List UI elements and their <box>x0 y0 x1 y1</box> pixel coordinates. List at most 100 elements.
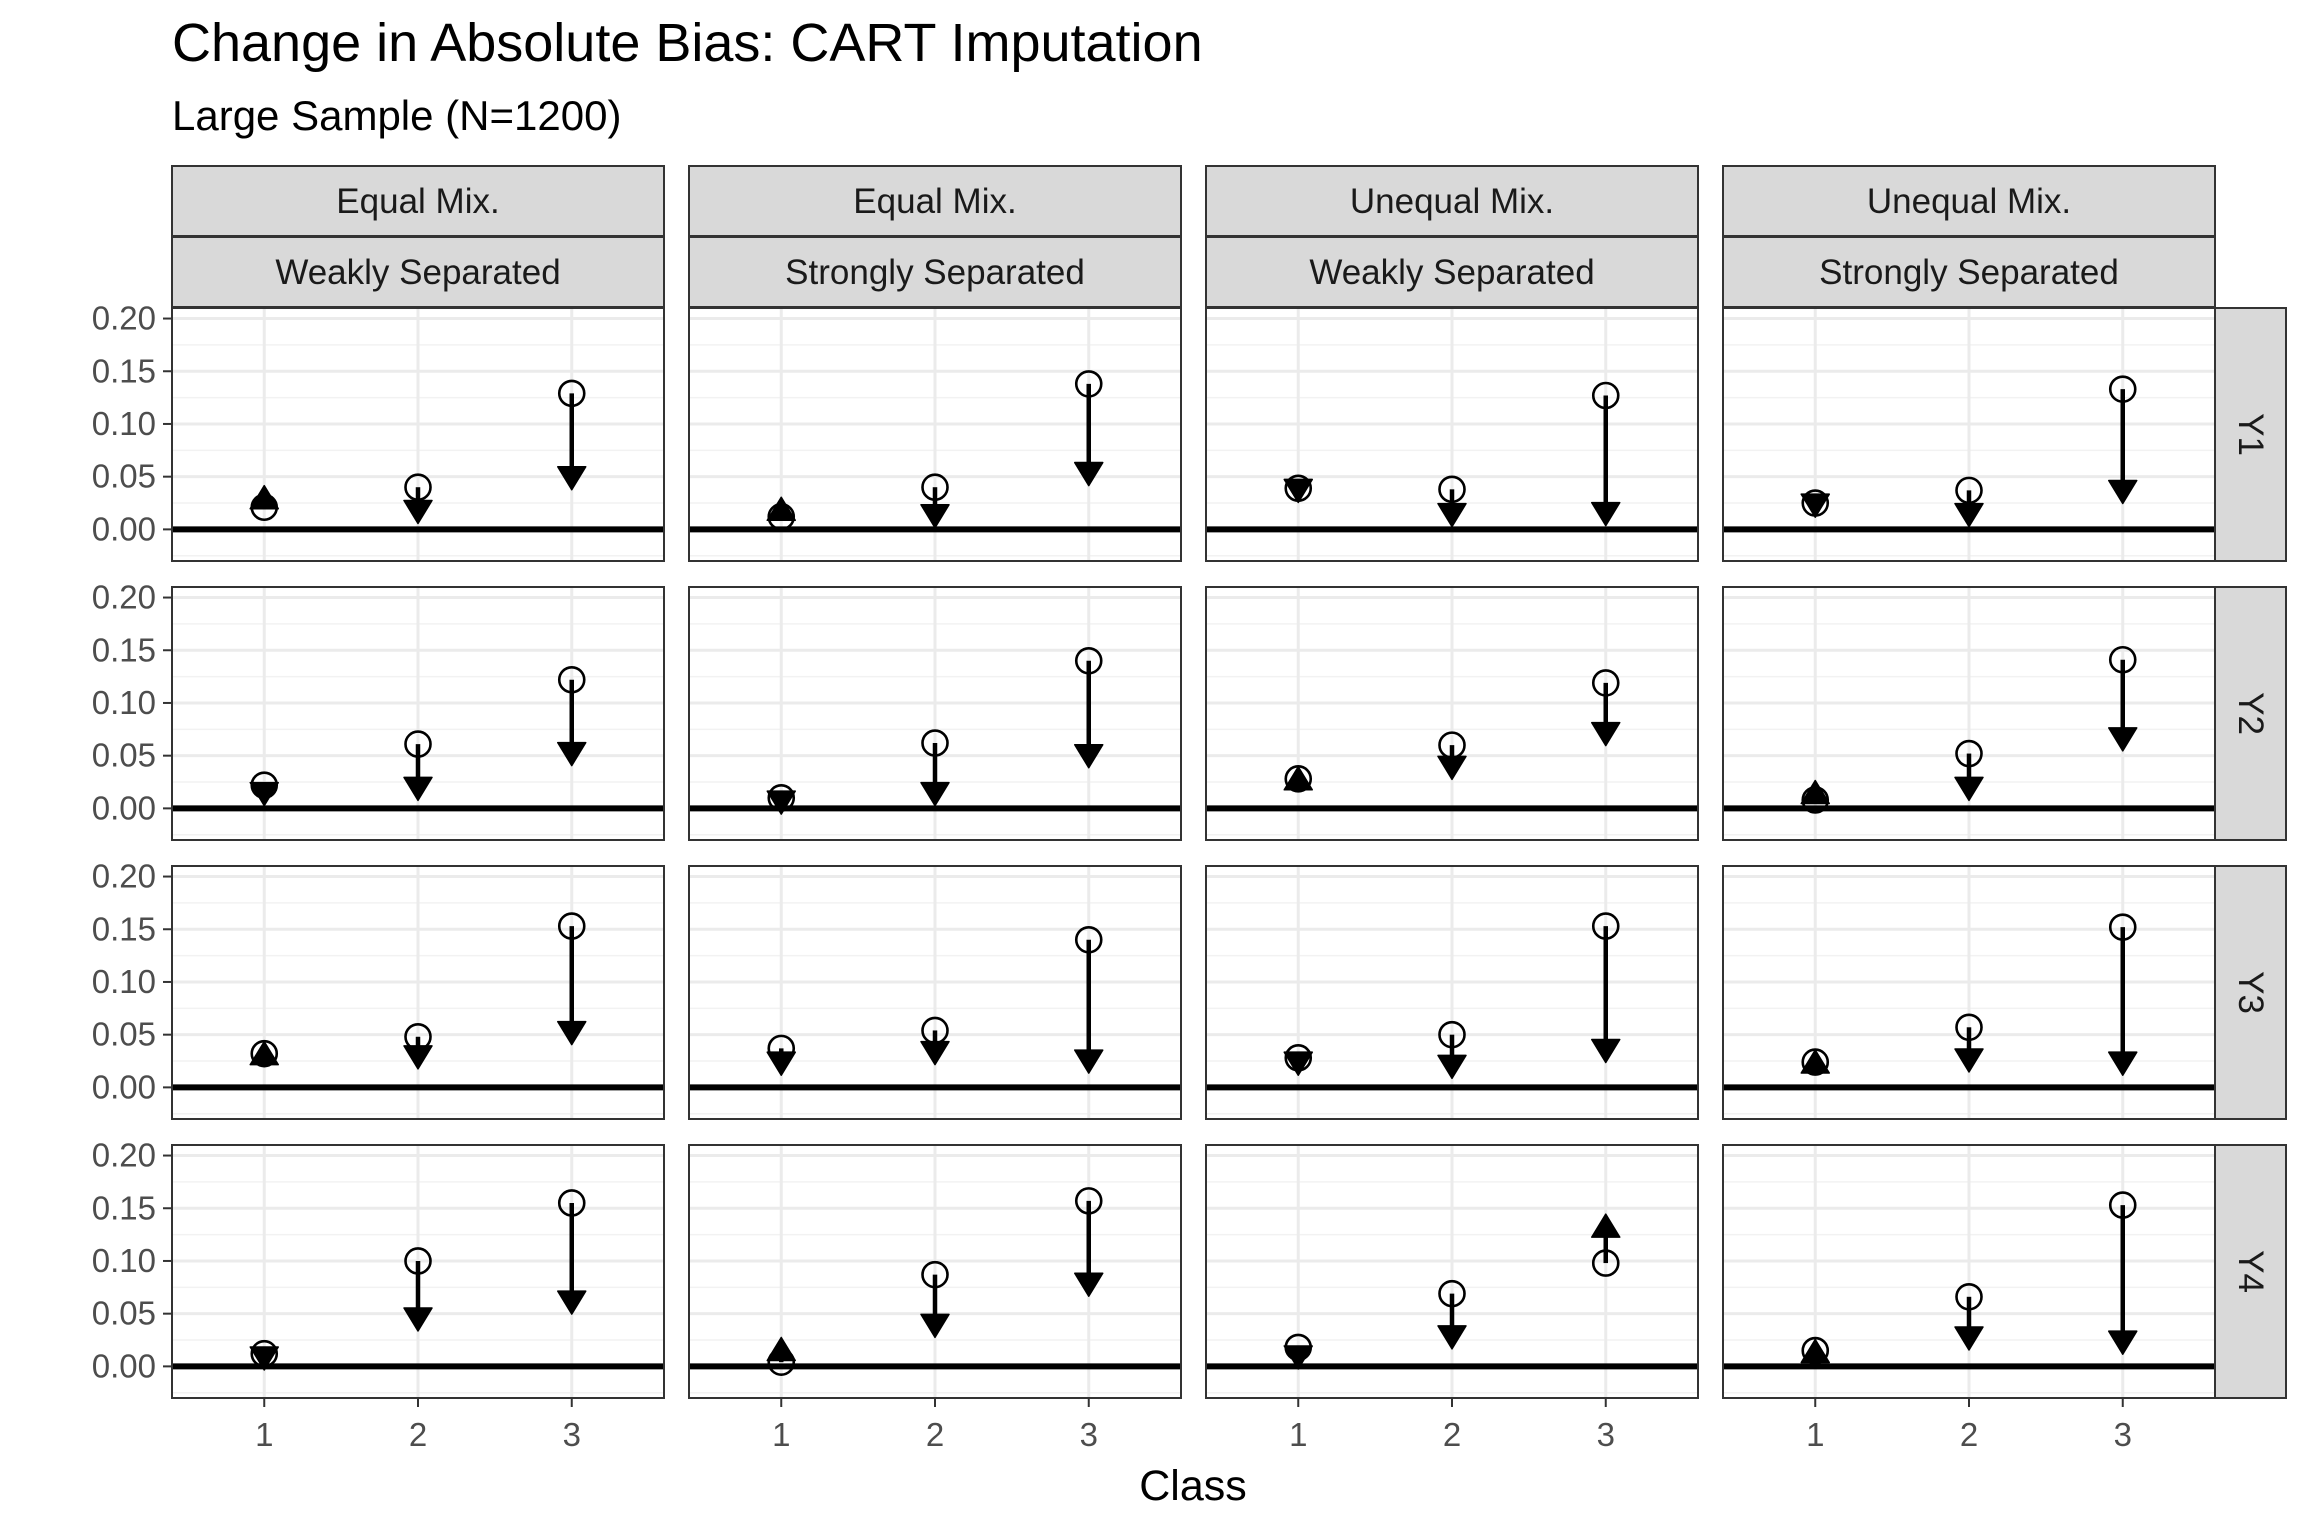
y-tick-label: 0.15 <box>92 910 156 947</box>
after-point <box>557 1020 587 1046</box>
before-point <box>1955 476 1983 505</box>
chart-title: Change in Absolute Bias: CART Imputation <box>172 13 1203 73</box>
row-strip-label: Y3 <box>2231 971 2270 1014</box>
panel-y3-2 <box>688 865 1182 1120</box>
after-point <box>403 776 433 802</box>
y-tick-label: 0.00 <box>92 1347 156 1384</box>
before-point <box>557 665 586 694</box>
before-point <box>2108 645 2137 674</box>
before-point <box>1955 1013 1983 1042</box>
after-point <box>766 1051 796 1076</box>
after-point <box>1591 1038 1621 1064</box>
row-strip-y2: Y2 <box>2214 586 2287 841</box>
y-tick-label: 0.20 <box>92 300 156 337</box>
x-tick-label: 3 <box>2114 1416 2132 1453</box>
before-point <box>921 729 949 757</box>
panel-border <box>1205 586 1699 841</box>
before-point <box>1591 669 1620 697</box>
before-point <box>557 379 586 408</box>
panel-y3-4 <box>1722 865 2216 1120</box>
after-point <box>1283 1051 1313 1076</box>
before-point <box>1074 925 1103 954</box>
after-point <box>249 484 279 510</box>
before-point <box>2108 1191 2137 1219</box>
x-tick-label: 3 <box>1597 1416 1615 1453</box>
before-point <box>921 473 949 502</box>
x-tick-label: 1 <box>1289 1416 1307 1453</box>
x-axis-title: Class <box>1139 1462 1247 1510</box>
panel-y2-2 <box>688 586 1182 841</box>
before-point <box>404 1247 432 1275</box>
row-strip <box>2214 586 2287 841</box>
before-point <box>2108 375 2137 403</box>
after-point <box>1954 502 1984 528</box>
panel-y2-3 <box>1205 586 1699 841</box>
row-strip <box>2214 1144 2287 1399</box>
after-point <box>766 496 796 522</box>
row-strip <box>2214 865 2287 1120</box>
strip-mixture <box>688 165 1182 237</box>
y-tick-label: 0.00 <box>92 1068 156 1105</box>
y-tick-label: 0.05 <box>92 1016 156 1053</box>
before-point <box>1591 1249 1620 1277</box>
after-point <box>557 1290 587 1315</box>
strip-mixture-label: Equal Mix. <box>336 182 499 221</box>
panels-layer: Equal Mix.Weakly Separated0.000.050.100.… <box>92 165 2287 1453</box>
after-point <box>1591 501 1621 527</box>
before-point <box>1074 646 1103 675</box>
after-point <box>1074 743 1104 769</box>
strip-separation <box>1205 236 1699 308</box>
after-point <box>1437 1054 1467 1080</box>
y-tick-label: 0.20 <box>92 579 156 616</box>
panel-y3-1: 0.00 0.05 0.10 0.15 0.20 <box>92 858 665 1120</box>
after-point <box>1437 1325 1467 1350</box>
after-point <box>1800 1049 1830 1074</box>
after-point <box>1283 766 1313 791</box>
strip-separation-label: Weakly Separated <box>275 253 560 292</box>
x-tick-label: 2 <box>1960 1416 1978 1453</box>
strip-separation <box>171 236 665 308</box>
before-point <box>1438 1020 1466 1049</box>
x-tick-label: 1 <box>772 1416 790 1453</box>
panel-y4-2: 1 2 3 <box>688 1144 1182 1453</box>
y-tick-label: 0.15 <box>92 631 156 668</box>
after-point <box>1800 493 1830 518</box>
row-strip-label: Y2 <box>2231 692 2270 735</box>
after-point <box>1074 461 1104 487</box>
before-point <box>1074 1187 1103 1215</box>
after-point <box>920 1040 950 1066</box>
panel-y4-3: 1 2 3 <box>1205 1144 1699 1453</box>
after-point <box>1283 478 1313 504</box>
after-point <box>1437 502 1467 528</box>
panel-y1-1: Equal Mix. Weakly Separated 0.00 0.05 0.10 0.… <box>92 165 665 562</box>
y-tick-label: 0.00 <box>92 510 156 547</box>
after-point <box>2108 727 2138 752</box>
panel-y1-3: Unequal Mix. Weakly Separated <box>1205 165 1699 562</box>
y-tick-label: 0.20 <box>92 858 156 895</box>
after-point <box>403 499 433 525</box>
after-point <box>249 781 279 807</box>
panel-border <box>1205 865 1699 1120</box>
after-point <box>1074 1049 1104 1074</box>
after-point <box>403 1307 433 1332</box>
y-tick-label: 0.10 <box>92 963 156 1000</box>
before-point <box>1438 475 1466 504</box>
x-tick-label: 2 <box>1443 1416 1461 1453</box>
after-point <box>249 1346 279 1371</box>
before-point <box>1591 381 1620 410</box>
after-point <box>1954 1326 1984 1351</box>
before-point <box>557 1189 586 1217</box>
before-point <box>1438 1279 1466 1308</box>
after-point <box>1954 1048 1984 1073</box>
y-tick-label: 0.00 <box>92 789 156 826</box>
after-point <box>920 781 950 807</box>
after-point <box>557 466 587 491</box>
before-point <box>1955 739 1983 768</box>
after-point <box>2108 479 2138 505</box>
y-tick-label: 0.10 <box>92 1242 156 1279</box>
y-tick-label: 0.15 <box>92 352 156 389</box>
before-point <box>921 1260 949 1289</box>
panel-y2-4 <box>1722 586 2216 841</box>
y-tick-label: 0.10 <box>92 684 156 721</box>
